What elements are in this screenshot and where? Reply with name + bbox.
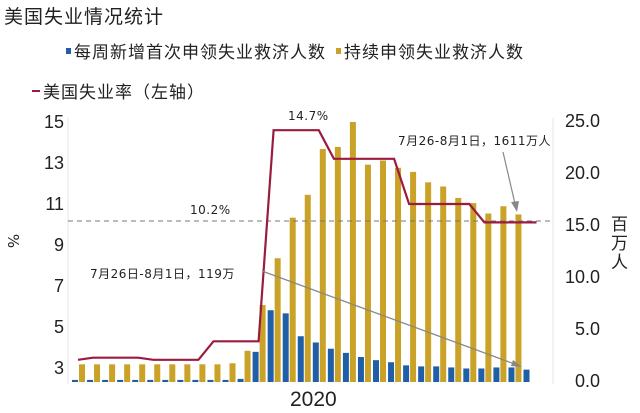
left-tick: 5 <box>53 317 64 337</box>
left-tick: 11 <box>45 194 64 214</box>
continuing-claims-bar <box>334 146 341 382</box>
right-tick: 0.0 <box>574 371 600 391</box>
right-tick: 10.0 <box>564 267 600 287</box>
initial-claims-bar <box>312 342 319 382</box>
initial-claims-bar <box>87 379 94 382</box>
initial-claims-bar <box>207 379 214 382</box>
continuing-claims-bar <box>109 364 116 382</box>
right-axis-label: 百万人 <box>607 215 627 272</box>
continuing-claims-bar <box>380 160 386 382</box>
arrow-head-icon <box>511 201 519 212</box>
initial-claims-bar <box>357 357 364 382</box>
left-tick: 13 <box>43 153 64 173</box>
right-tick: 25.0 <box>564 111 600 131</box>
initial-claims-bar <box>433 366 440 382</box>
legend-row-2: 美国失业率（左轴） <box>32 78 215 103</box>
x-axis-label: 2020 <box>290 388 337 411</box>
right-tick: 15.0 <box>564 215 600 235</box>
legend-item-unemployment-rate: 美国失业率（左轴） <box>32 78 205 103</box>
initial-claims-bar <box>418 366 425 382</box>
initial-claims-bar <box>162 379 169 382</box>
chart-title: 美国失业情况统计 <box>4 6 165 28</box>
continuing-claims-bar <box>485 213 492 382</box>
continuing-claims-bar <box>199 364 206 382</box>
continuing-claims-bar <box>214 364 221 382</box>
continuing-claims-bar <box>289 217 296 382</box>
legend-label: 每周新增首次申领失业救济人数 <box>74 43 326 63</box>
continuing-claims-bar <box>169 364 176 382</box>
continuing-claims-bar <box>124 364 131 382</box>
right-tick: 20.0 <box>564 163 600 183</box>
initial-claims-bar <box>267 310 274 382</box>
continuing-claims-bar <box>184 364 191 382</box>
legend-label: 美国失业率（左轴） <box>43 83 205 103</box>
right-tick: 5.0 <box>574 319 600 339</box>
initial-claims-bar <box>147 379 154 382</box>
continuing-claims-bar <box>395 167 402 382</box>
initial-claims-bar <box>508 367 515 382</box>
initial-claims-bar <box>177 379 184 382</box>
legend-row-1: 每周新增首次申领失业救济人数 持续申领失业救济人数 <box>66 38 534 63</box>
continuing-claims-bar <box>139 364 146 382</box>
legend-line-icon <box>32 89 40 92</box>
left-tick: 3 <box>53 358 64 378</box>
continuing-claims-bar <box>349 122 356 382</box>
legend-label: 持续申领失业救济人数 <box>344 43 524 63</box>
continuing-claims-bar <box>94 364 101 382</box>
continuing-claims-bar <box>364 164 371 382</box>
bar-series <box>72 122 530 382</box>
initial-claims-bar <box>192 379 199 382</box>
left-tick: 9 <box>53 235 64 255</box>
initial-claims-bar <box>327 348 334 382</box>
continuing-claims-bar <box>470 203 477 382</box>
arrow-continuing-claims <box>502 151 517 209</box>
legend-item-initial-claims: 每周新增首次申领失业救济人数 <box>66 38 326 63</box>
axes-lines <box>67 118 554 384</box>
left-tick: 7 <box>53 276 64 296</box>
initial-claims-bar <box>403 365 410 382</box>
continuing-claims-bar <box>274 258 281 382</box>
arrow-initial-claims <box>261 270 521 367</box>
unemployment-rate-line <box>77 129 537 361</box>
legend-item-continuing-claims: 持续申领失业救济人数 <box>336 38 524 63</box>
initial-claims-bar <box>523 369 530 382</box>
continuing-claims-bar <box>500 206 507 382</box>
initial-claims-bar <box>493 367 500 382</box>
initial-claims-bar <box>282 313 289 382</box>
initial-claims-bar <box>132 379 139 382</box>
continuing-claims-bar <box>455 197 462 382</box>
continuing-claims-bar <box>154 364 161 382</box>
initial-claims-bar <box>102 379 109 382</box>
annotation-peak-rate: 14.7% <box>288 109 329 123</box>
initial-claims-bar <box>117 379 124 382</box>
left-tick: 15 <box>43 112 64 132</box>
initial-claims-bar <box>478 368 485 382</box>
initial-claims-bar <box>373 360 379 382</box>
legend-square-icon <box>336 47 341 54</box>
initial-claims-bar <box>72 379 78 382</box>
annotation-initial-claims: 7月26日-8月1日，119万 <box>90 267 235 281</box>
initial-claims-bar <box>388 362 395 382</box>
continuing-claims-bar <box>79 364 85 382</box>
initial-claims-bar <box>252 351 259 382</box>
legend-square-icon <box>66 47 71 54</box>
initial-claims-bar <box>342 352 349 382</box>
continuing-claims-bar <box>259 305 266 382</box>
initial-claims-bar <box>463 368 470 382</box>
continuing-claims-bar <box>425 182 432 382</box>
initial-claims-bar <box>222 379 229 382</box>
annotation-current-rate: 10.2% <box>190 203 231 217</box>
continuing-claims-bar <box>319 149 326 382</box>
continuing-claims-bar <box>440 186 447 382</box>
continuing-claims-bar <box>244 350 251 382</box>
initial-claims-bar <box>448 367 455 382</box>
arrow-head-icon <box>511 360 522 367</box>
continuing-claims-bar <box>410 171 417 382</box>
continuing-claims-bar <box>515 214 522 382</box>
initial-claims-bar <box>297 336 304 382</box>
continuing-claims-bar <box>229 363 236 382</box>
annotation-continuing-claims: 7月26-8月1日，1611万人 <box>398 134 552 148</box>
initial-claims-bar <box>237 378 244 382</box>
